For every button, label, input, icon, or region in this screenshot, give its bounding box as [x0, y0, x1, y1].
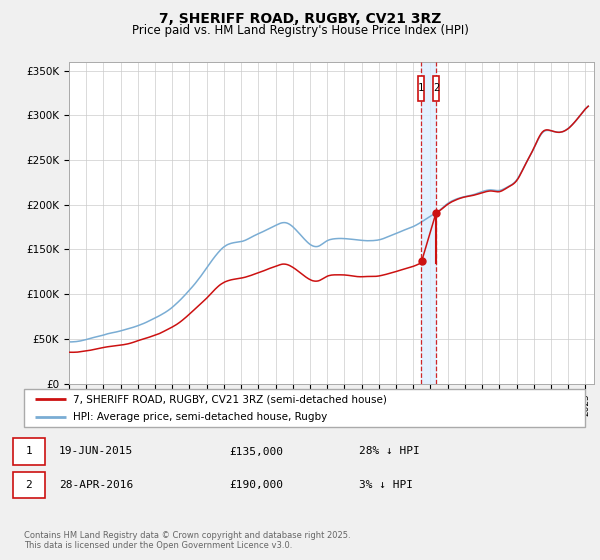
- Bar: [13, 472, 46, 498]
- Bar: [418, 76, 424, 101]
- Text: 1: 1: [418, 83, 424, 94]
- Text: Price paid vs. HM Land Registry's House Price Index (HPI): Price paid vs. HM Land Registry's House …: [131, 24, 469, 37]
- Text: 28% ↓ HPI: 28% ↓ HPI: [359, 446, 419, 456]
- Text: 7, SHERIFF ROAD, RUGBY, CV21 3RZ (semi-detached house): 7, SHERIFF ROAD, RUGBY, CV21 3RZ (semi-d…: [73, 394, 387, 404]
- Text: 2: 2: [26, 480, 32, 490]
- Text: £190,000: £190,000: [229, 480, 283, 490]
- Bar: [13, 438, 46, 465]
- Text: Contains HM Land Registry data © Crown copyright and database right 2025.
This d: Contains HM Land Registry data © Crown c…: [24, 531, 350, 550]
- Text: 28-APR-2016: 28-APR-2016: [59, 480, 133, 490]
- Bar: [433, 76, 439, 101]
- Text: 1: 1: [26, 446, 32, 456]
- Bar: [421, 62, 436, 384]
- Text: 3% ↓ HPI: 3% ↓ HPI: [359, 480, 413, 490]
- Text: 7, SHERIFF ROAD, RUGBY, CV21 3RZ: 7, SHERIFF ROAD, RUGBY, CV21 3RZ: [159, 12, 441, 26]
- Text: £135,000: £135,000: [229, 446, 283, 456]
- Text: HPI: Average price, semi-detached house, Rugby: HPI: Average price, semi-detached house,…: [73, 412, 328, 422]
- Text: 19-JUN-2015: 19-JUN-2015: [59, 446, 133, 456]
- Text: 2: 2: [433, 83, 439, 94]
